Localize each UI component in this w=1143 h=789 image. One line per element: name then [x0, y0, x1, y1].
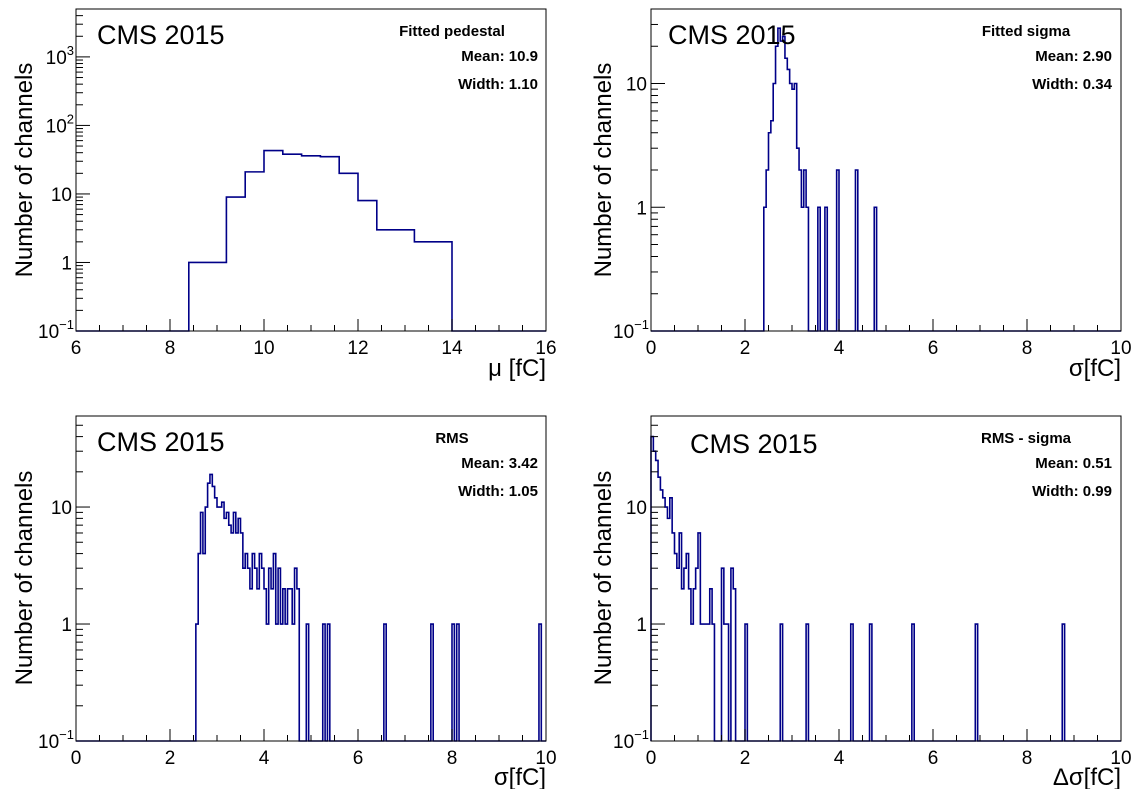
y-tick-base: 10	[626, 75, 647, 96]
y-tick-base: 1	[636, 198, 647, 219]
x-axis-label: Δσ[fC]	[1053, 764, 1121, 789]
stats-title: RMS - sigma	[981, 430, 1072, 447]
y-axis-label: Number of channels	[590, 63, 617, 278]
x-axis-label: μ [fC]	[488, 355, 546, 382]
x-tick-label: 2	[165, 748, 176, 769]
y-tick-exponent: 2	[67, 111, 74, 126]
x-tick-label: 6	[928, 748, 939, 769]
x-tick-label: 6	[353, 748, 364, 769]
y-tick-label: 103	[46, 43, 74, 69]
x-axis-label: σ[fC]	[1069, 355, 1121, 382]
stats-width: Width: 0.34	[1032, 76, 1113, 93]
x-tick-label: 4	[834, 338, 845, 359]
x-tick-label: 14	[441, 338, 463, 359]
stats-title: RMS	[435, 430, 468, 447]
x-tick-label: 16	[535, 338, 556, 359]
x-tick-label: 8	[447, 748, 458, 769]
stats-title: Fitted sigma	[982, 23, 1071, 40]
stats-width: Width: 0.99	[1032, 483, 1112, 500]
x-tick-label: 6	[928, 338, 939, 359]
y-tick-base: 10	[46, 116, 67, 137]
y-tick-base: 10	[38, 732, 59, 753]
x-axis-label: σ[fC]	[494, 764, 546, 789]
cms-2015-label: CMS 2015	[97, 20, 225, 50]
histogram-line	[76, 149, 546, 332]
y-tick-label: 1	[636, 198, 647, 219]
x-tick-label: 10	[535, 748, 556, 769]
x-tick-label: 8	[165, 338, 176, 359]
x-tick-label: 0	[646, 748, 657, 769]
y-tick-base: 10	[38, 322, 59, 343]
y-tick-base: 10	[46, 48, 67, 69]
y-tick-exponent: −1	[634, 317, 649, 332]
y-tick-label: 10	[626, 498, 647, 519]
x-tick-label: 4	[259, 748, 270, 769]
histogram-line	[651, 27, 1121, 332]
cms-2015-label: CMS 2015	[97, 427, 225, 457]
y-tick-label: 10−1	[613, 727, 649, 753]
y-tick-label: 10−1	[613, 317, 649, 343]
y-tick-label: 10	[51, 498, 72, 519]
y-tick-label: 10	[51, 185, 72, 206]
y-tick-base: 10	[613, 322, 634, 343]
y-tick-base: 10	[51, 498, 72, 519]
y-tick-base: 10	[51, 185, 72, 206]
x-tick-label: 0	[71, 748, 82, 769]
stats-mean: Mean: 10.9	[461, 48, 538, 65]
y-tick-base: 1	[61, 253, 72, 274]
x-tick-label: 10	[1110, 748, 1131, 769]
stats-width: Width: 1.05	[458, 483, 538, 500]
x-tick-label: 8	[1022, 748, 1033, 769]
x-tick-label: 12	[347, 338, 368, 359]
x-tick-label: 10	[253, 338, 274, 359]
y-tick-label: 10−1	[38, 727, 74, 753]
y-axis-label: Number of channels	[11, 471, 38, 686]
y-tick-base: 10	[626, 498, 647, 519]
stats-mean: Mean: 2.90	[1035, 48, 1112, 65]
y-tick-label: 10	[626, 75, 647, 96]
y-tick-label: 1	[61, 253, 72, 274]
stats-width: Width: 1.10	[458, 76, 538, 93]
x-tick-label: 0	[646, 338, 657, 359]
y-tick-base: 10	[613, 732, 634, 753]
x-tick-label: 8	[1022, 338, 1033, 359]
y-tick-label: 1	[636, 615, 647, 636]
stats-mean: Mean: 0.51	[1035, 455, 1112, 472]
y-tick-exponent: −1	[59, 317, 74, 332]
cms-2015-label: CMS 2015	[668, 20, 796, 50]
y-tick-label: 102	[46, 111, 74, 137]
y-tick-exponent: −1	[59, 727, 74, 742]
x-tick-label: 6	[71, 338, 82, 359]
x-tick-label: 2	[740, 748, 751, 769]
histogram-line	[76, 473, 546, 742]
y-axis-label: Number of channels	[590, 471, 617, 686]
y-axis-label: Number of channels	[11, 63, 38, 278]
x-tick-label: 10	[1110, 338, 1131, 359]
x-tick-label: 4	[834, 748, 845, 769]
y-tick-label: 1	[61, 615, 72, 636]
y-tick-exponent: 3	[67, 43, 74, 58]
stats-mean: Mean: 3.42	[461, 455, 538, 472]
stats-title: Fitted pedestal	[399, 23, 505, 40]
x-tick-label: 2	[740, 338, 751, 359]
y-tick-exponent: −1	[634, 727, 649, 742]
y-tick-base: 1	[61, 615, 72, 636]
y-tick-base: 1	[636, 615, 647, 636]
cms-2015-label: CMS 2015	[690, 429, 818, 459]
y-tick-label: 10−1	[38, 317, 74, 343]
